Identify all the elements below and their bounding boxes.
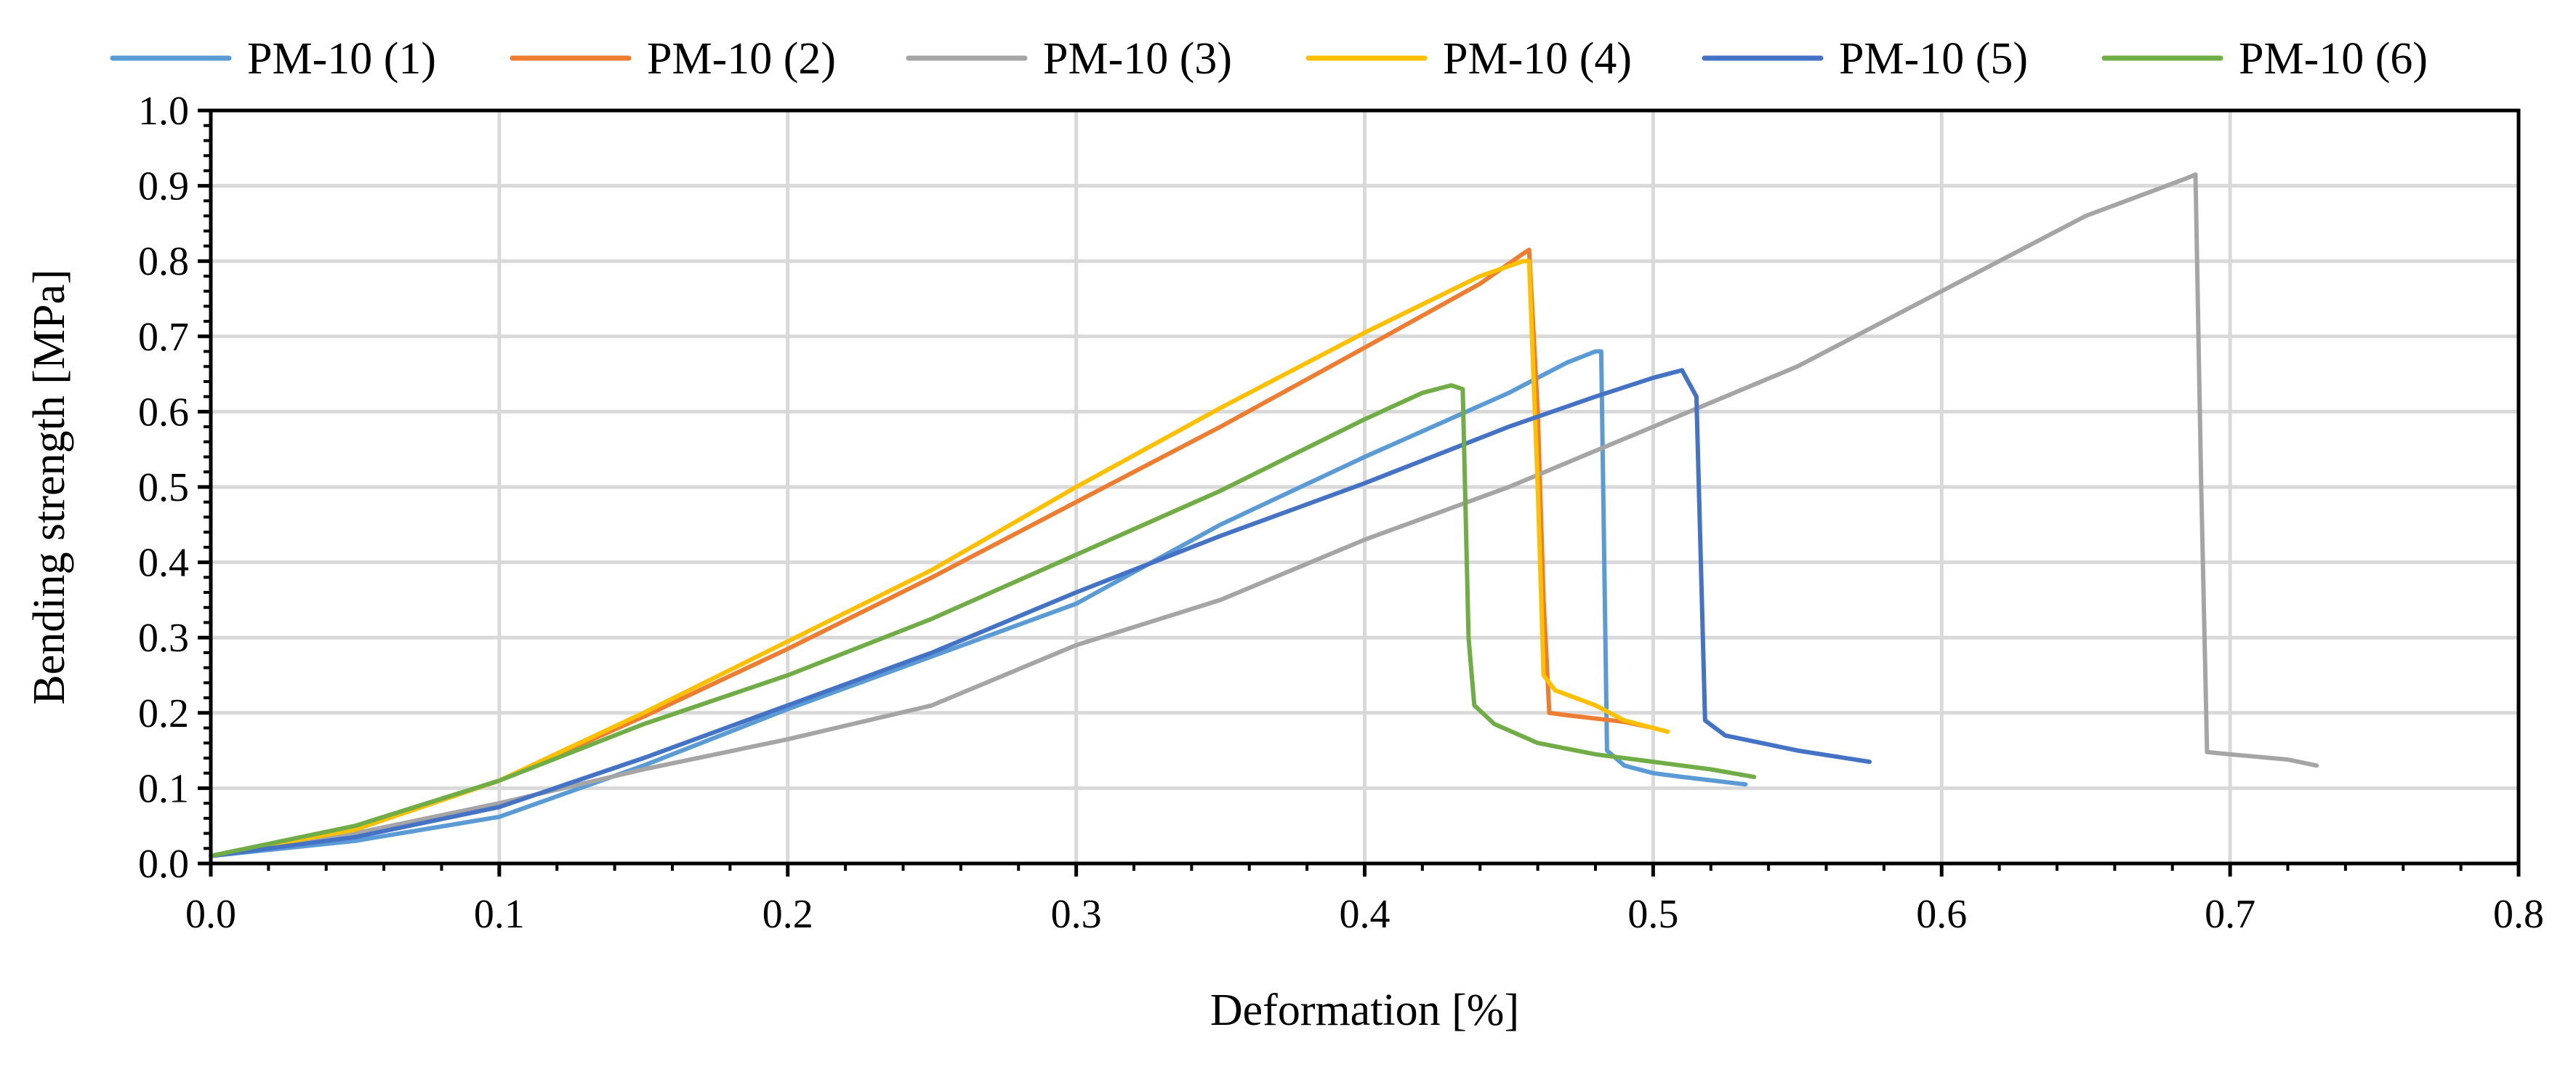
x-tick-label: 0.8 (2493, 892, 2544, 937)
y-tick-label: 1.0 (138, 89, 189, 134)
gridlines (211, 110, 2519, 863)
y-tick-label: 0.0 (138, 842, 189, 887)
y-tick-label: 0.9 (138, 164, 189, 209)
x-tick-label: 0.1 (474, 892, 525, 937)
y-axis-title: Bending strength [MPa] (25, 269, 74, 704)
y-tick-label: 0.1 (138, 766, 189, 811)
y-tick-label: 0.2 (138, 691, 189, 736)
series-line-6 (209, 383, 1757, 858)
x-tick-label: 0.4 (1340, 892, 1390, 937)
y-tick-label: 0.6 (138, 390, 189, 435)
series-line-4 (209, 259, 1670, 858)
legend-label-3: PM-10 (3) (1043, 34, 1232, 84)
x-tick-label: 0.0 (185, 892, 236, 937)
y-tick-label: 0.3 (138, 616, 189, 661)
series-lines (209, 172, 2319, 858)
y-tick-label: 0.4 (138, 541, 189, 586)
x-axis-title: Deformation [%] (1210, 986, 1519, 1035)
legend-label-5: PM-10 (5) (1839, 34, 2028, 84)
series-line-3 (209, 172, 2319, 858)
axis-tick-marks (198, 108, 2521, 877)
x-axis-tick-labels: 0.0 0.1 0.2 0.3 0.4 0.5 0.6 0.7 0.8 (185, 892, 2544, 937)
legend-label-6: PM-10 (6) (2239, 34, 2428, 84)
x-tick-label: 0.3 (1051, 892, 1102, 937)
y-axis-tick-labels: 0.0 0.1 0.2 0.3 0.4 0.5 0.6 0.7 0.8 0.9 1.0 (138, 89, 189, 887)
legend: PM-10 (1) PM-10 (2) PM-10 (3) PM-10 (4) PM-1… (110, 34, 2428, 84)
y-tick-label: 0.5 (138, 465, 189, 510)
x-tick-label: 0.7 (2205, 892, 2255, 937)
x-tick-label: 0.2 (762, 892, 813, 937)
x-tick-label: 0.5 (1627, 892, 1678, 937)
legend-label-1: PM-10 (1) (247, 34, 436, 84)
series-line-2 (209, 247, 1656, 858)
x-tick-label: 0.6 (1916, 892, 1967, 937)
legend-label-2: PM-10 (2) (647, 34, 836, 84)
legend-label-4: PM-10 (4) (1443, 34, 1632, 84)
y-tick-label: 0.7 (138, 315, 189, 360)
series-line-5 (209, 368, 1872, 858)
y-tick-label: 0.8 (138, 239, 189, 284)
